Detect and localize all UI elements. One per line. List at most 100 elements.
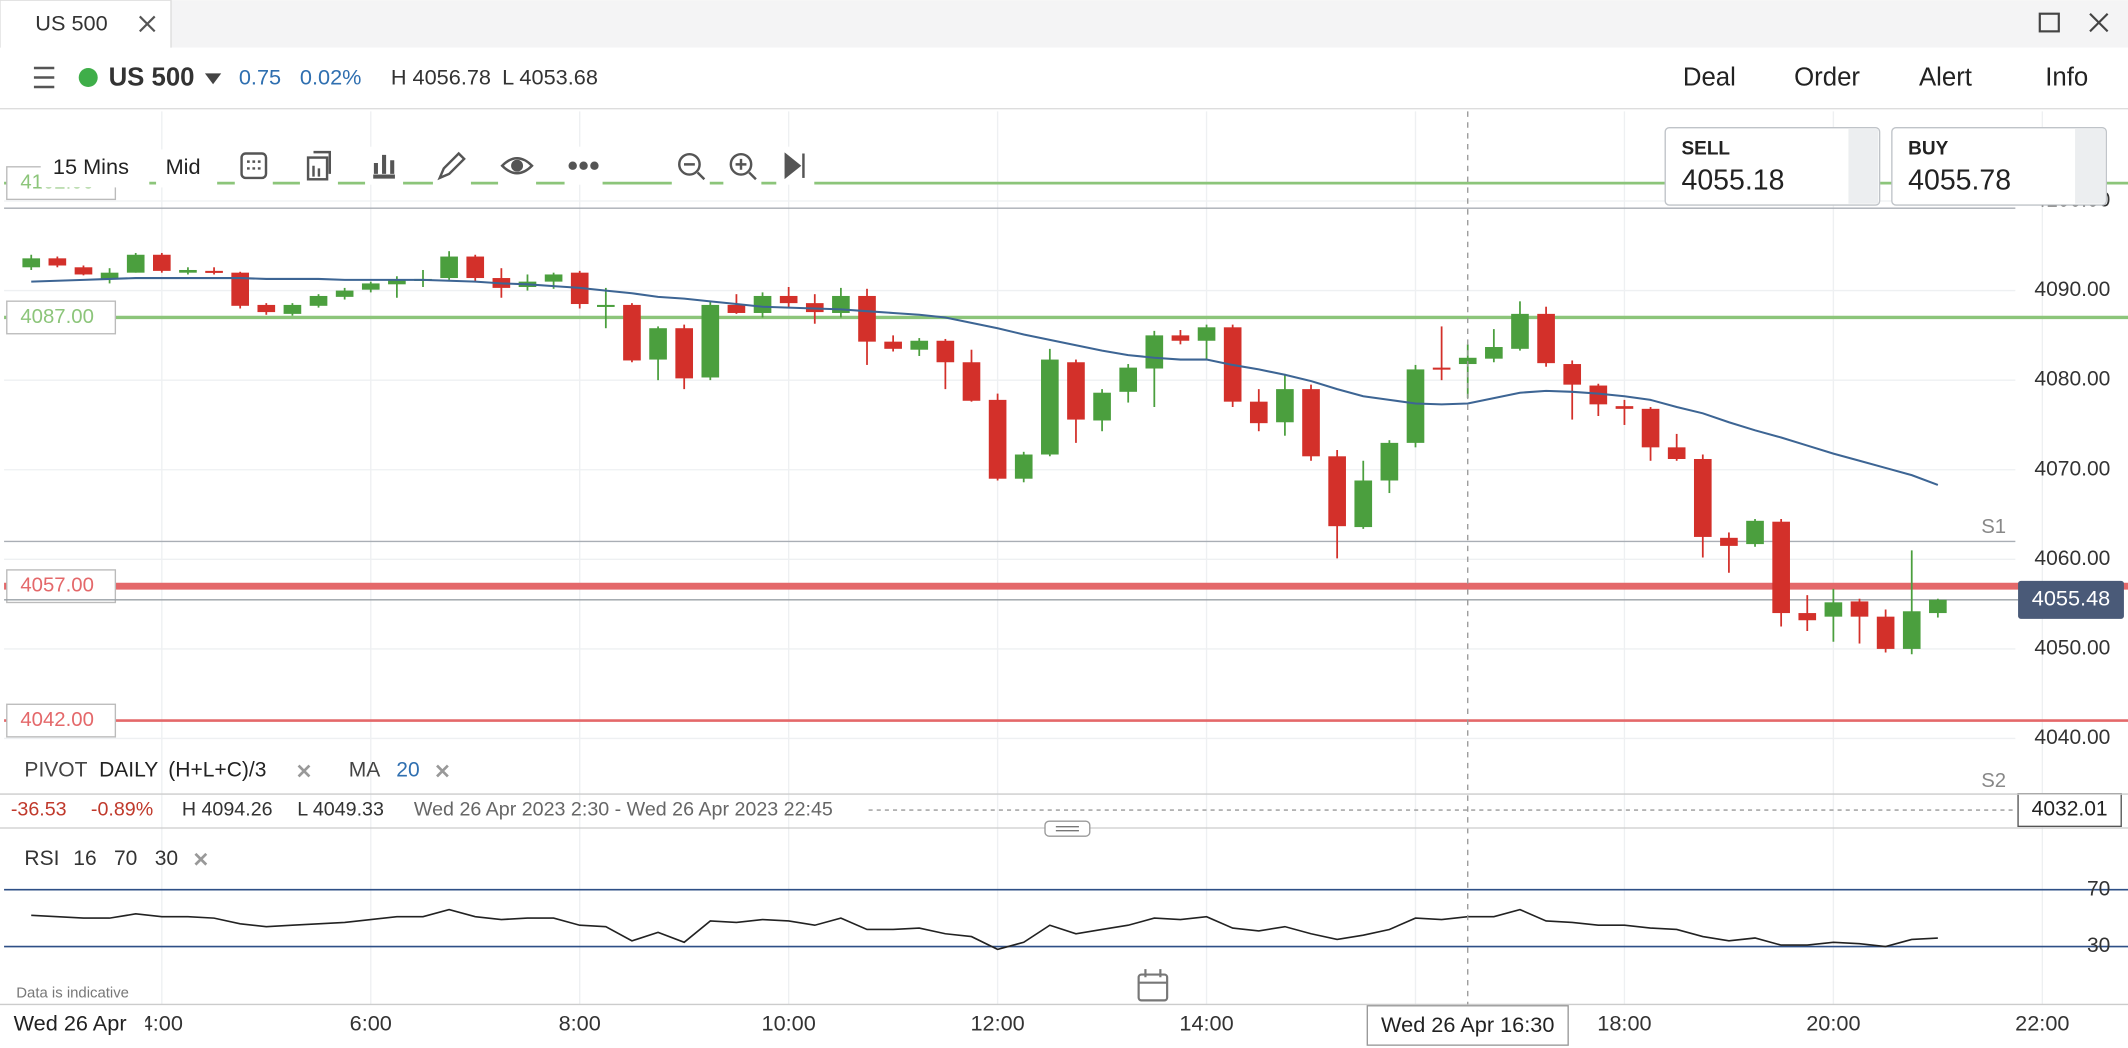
change: 0.75 [239,65,281,90]
candle-body [1824,602,1843,617]
change-pct: 0.02% [300,65,362,90]
level-label: 4057.00 [20,575,94,597]
rsi-tick-label: 70 [2087,877,2110,900]
candle-body [1485,347,1503,359]
stats-item: L 4049.33 [297,799,384,821]
pivot-name: S2 [1981,770,2006,792]
x-tick-label: 22:00 [2015,1011,2069,1036]
sell-box[interactable] [1664,127,1881,206]
menu-item[interactable]: Info [2045,64,2088,92]
menu-item[interactable]: Alert [1919,64,1972,92]
crosshair-box [1366,1005,1569,1046]
toolbar-icon[interactable] [784,152,805,180]
candle-body [231,272,250,306]
maximize[interactable] [2038,12,2060,33]
candle-body [1720,537,1738,546]
toolbar-icon[interactable] [500,157,534,175]
candle-body [1119,367,1138,392]
resize-handle[interactable] [1044,820,1091,837]
candle-body [100,272,119,279]
x-tick-label: 12:00 [970,1011,1024,1036]
level-label-box [6,703,117,738]
toolbar-icon[interactable] [568,161,599,170]
candle-body [1432,367,1451,370]
candle-body [962,362,981,401]
candle-body [1902,611,1921,649]
tab-close[interactable] [139,15,156,33]
remove-icon[interactable] [194,852,208,866]
toolbar-icon[interactable] [373,154,395,179]
candle-body [597,304,615,307]
candle-body [1145,335,1164,369]
candle-body [361,283,380,290]
resize-grip [1055,825,1079,832]
x-tick-label: 4:00 [141,1011,183,1036]
candle-body [205,270,223,273]
instrument[interactable]: US 500 [109,64,195,92]
candle-body [440,256,458,279]
y-tick-label: 4060.00 [2034,547,2110,570]
remove-icon[interactable] [436,764,449,778]
sell-price: 4055.18 [1682,165,1785,197]
candle-body [1563,364,1582,385]
buy-box-shade [2075,129,2105,204]
note: Data is indicative [16,985,129,1002]
low: L 4053.68 [502,65,598,90]
rsi-legend: 70 [114,847,137,870]
tab-bar [0,0,2128,48]
toolbar-icon[interactable] [240,152,268,180]
calendar-icon[interactable] [1137,969,1169,1002]
y-tick-label: 4090.00 [2034,278,2110,301]
candle-body [988,399,1007,479]
close-window[interactable] [2089,12,2109,33]
candle-body [388,279,406,285]
rsi-legend: 16 [73,847,96,870]
candle-body [179,269,197,273]
x-tick-label: 14:00 [1179,1011,1233,1036]
y-tick-label: 4080.00 [2034,368,2110,391]
x-tick-label: 18:00 [1597,1011,1651,1036]
x-tick-label: 20:00 [1806,1011,1860,1036]
toolbar-icon[interactable] [729,152,757,181]
rsi-legend: 30 [155,847,178,870]
menu-item[interactable]: Order [1794,64,1860,92]
legend-item: PIVOT [24,759,87,782]
sell-label: SELL [1682,138,1731,159]
candle-body [1511,313,1529,349]
candle-body [22,258,41,268]
interval[interactable]: 15 Mins [53,154,129,179]
price-type[interactable]: Mid [166,154,201,179]
menu-item[interactable]: Deal [1683,64,1736,92]
sell-box-shade [1848,129,1879,204]
candle-body [283,304,302,314]
candle-body [466,256,485,279]
crosshair-label: Wed 26 Apr 16:30 [1381,1012,1554,1037]
candle-body [884,341,902,349]
menu-icon[interactable] [33,66,55,89]
candle-body [1276,389,1294,423]
candle-body [936,340,955,363]
dropdown[interactable] [204,73,222,85]
buy-box[interactable] [1891,127,2107,206]
candle-body [74,267,93,275]
last-price-label: 4055.48 [2032,586,2110,611]
toolbar-icon[interactable] [437,151,466,181]
remove-icon[interactable] [297,764,311,778]
legend-item: DAILY [99,759,158,782]
stats-item: H 4094.26 [182,799,273,821]
level-label: 4087.00 [20,306,94,328]
candle-body [1302,389,1320,457]
candle-body [1014,454,1033,479]
candle-body [727,304,746,313]
x-tick-label: 10:00 [762,1011,816,1036]
toolbar-icon[interactable] [306,150,332,181]
legend-item: 20 [396,759,419,782]
candle-body [1171,335,1190,341]
toolbar-icon[interactable] [678,152,706,181]
legend-item: MA [349,759,381,782]
candle-body [153,254,171,271]
candle-body [1041,359,1059,455]
last-price-box [2018,580,2124,619]
y-tick-label: 4050.00 [2034,636,2110,659]
